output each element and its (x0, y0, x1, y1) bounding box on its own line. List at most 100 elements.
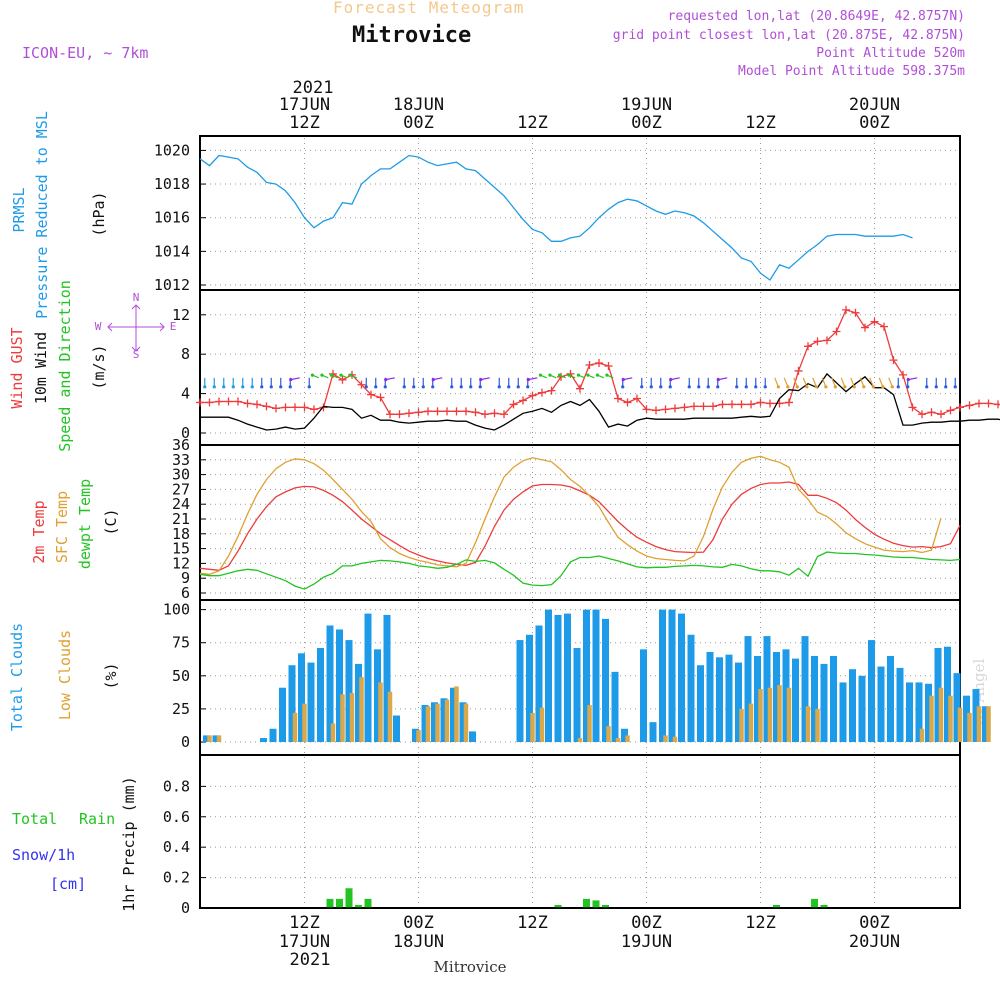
gust-marker (756, 398, 765, 407)
bar-low-clouds (454, 686, 459, 742)
wind-arrow-head (906, 385, 910, 389)
gust-marker (481, 410, 489, 419)
bar-total-clouds (716, 657, 723, 742)
grid-point-coords: grid point closest lon,lat (20.875E, 42.… (612, 28, 965, 43)
y-tick-label: 21 (172, 510, 190, 528)
gust-marker (585, 361, 594, 370)
gust-marker (870, 317, 879, 326)
gust-marker (889, 356, 898, 365)
compass-w-label: W (95, 320, 102, 333)
wind-arrow (802, 377, 808, 388)
bar-low-clouds (577, 738, 583, 742)
gust-marker (262, 402, 271, 411)
bar-total-clouds (535, 625, 543, 742)
super-title: Forecast Meteogram (333, 0, 525, 17)
y-tick-label: 100 (163, 601, 190, 619)
series-wind-gust (200, 309, 1000, 415)
wind-arrow (888, 377, 893, 388)
panel-2: 0 4 8 12 (172, 289, 1000, 446)
gust-marker (766, 399, 774, 408)
wind-arrow-head (586, 373, 590, 377)
gust-marker (956, 403, 964, 412)
gust-marker (652, 406, 660, 415)
bar-total-clouds (440, 698, 448, 742)
bar-total-clouds (877, 666, 885, 742)
y-tick-label: 0.6 (163, 808, 190, 826)
x-time-label: 12Z (517, 113, 548, 133)
y-tick-label: 24 (172, 495, 190, 513)
wind-arrow-head (833, 385, 837, 389)
bar-total-clouds (421, 704, 429, 742)
wind-arrow-head (786, 385, 790, 389)
bar-total-clouds (944, 646, 951, 742)
wind-arrow (774, 377, 779, 388)
snow-unit-label: [cm] (50, 875, 86, 893)
prmsl-label: PRMSL (10, 187, 28, 232)
gust-marker (747, 400, 755, 409)
gust-marker (785, 398, 793, 407)
wind-arrow-head (953, 385, 957, 389)
wind-arrow-head (754, 385, 758, 389)
bar-low-clouds (663, 735, 668, 742)
compass-lines (107, 304, 165, 352)
bar-total-clouds (858, 675, 866, 742)
gust-marker (994, 400, 1000, 409)
x-date-label: 20JUN (849, 932, 900, 952)
bar-total-clouds (735, 662, 742, 742)
gust-marker (300, 403, 309, 412)
wind-arrow-head (621, 378, 625, 382)
bar-low-clouds (539, 707, 545, 742)
gust-marker (566, 369, 575, 378)
wind-arrow-head (716, 378, 720, 382)
wind-arrow-head (269, 385, 273, 389)
bar-total-clouds (383, 614, 391, 742)
bar-total-clouds (792, 658, 799, 742)
bar-total-clouds (583, 609, 590, 742)
wind-10m-label: 10m Wind (32, 332, 50, 404)
bar-total-clouds (326, 625, 334, 742)
gust-marker (272, 404, 280, 413)
panel-1: 1012 1014 1016 1018 1020 (154, 135, 961, 294)
wind-side-labels: Wind GUST 10m Wind Speed and Direction (… (8, 280, 176, 452)
bar-total-clouds (773, 651, 780, 742)
bar-total-clouds (706, 651, 714, 742)
wind-arrow-head (329, 373, 334, 377)
bar-low-clouds (948, 695, 953, 742)
wind-arrow-head (526, 378, 530, 382)
wind-arrow-head (222, 385, 226, 389)
gust-marker (291, 403, 299, 412)
y-tick-label: 9 (181, 569, 190, 587)
bar-total-rain (554, 904, 562, 908)
bar-low-clouds (587, 704, 592, 742)
gust-marker (509, 400, 518, 409)
series-prmsl (199, 154, 913, 281)
wind-arrow-head (881, 385, 885, 389)
gust-marker (376, 393, 385, 402)
panel-border (199, 444, 961, 601)
wind-arrow-head (374, 385, 378, 389)
wind-arrow-head (431, 385, 435, 389)
bar-low-clouds (986, 706, 991, 742)
bar-low-clouds (758, 689, 763, 742)
y-tick-label: 25 (172, 700, 190, 718)
gust-marker (234, 397, 242, 406)
y-tick-label: 4 (181, 385, 190, 403)
wind-arrow-head (669, 378, 673, 382)
gust-marker (367, 390, 375, 399)
bar-total-rain (820, 904, 828, 908)
bar-total-clouds (554, 614, 562, 742)
bar-low-clouds (302, 703, 307, 742)
bar-low-clouds (359, 677, 364, 742)
gust-marker (519, 396, 527, 405)
gust-marker (281, 403, 290, 412)
bar-total-rain (592, 900, 600, 908)
gust-marker (728, 400, 736, 409)
panels: 1012101410161018102004812691215182124273… (154, 135, 1000, 917)
wind-arrow-head (944, 385, 948, 389)
wind-arrow-head (843, 385, 847, 389)
panel-4: 0 25 50 75 100 (163, 599, 991, 756)
x-time-label: 00Z (403, 113, 434, 133)
wind-arrow-head (348, 373, 353, 377)
